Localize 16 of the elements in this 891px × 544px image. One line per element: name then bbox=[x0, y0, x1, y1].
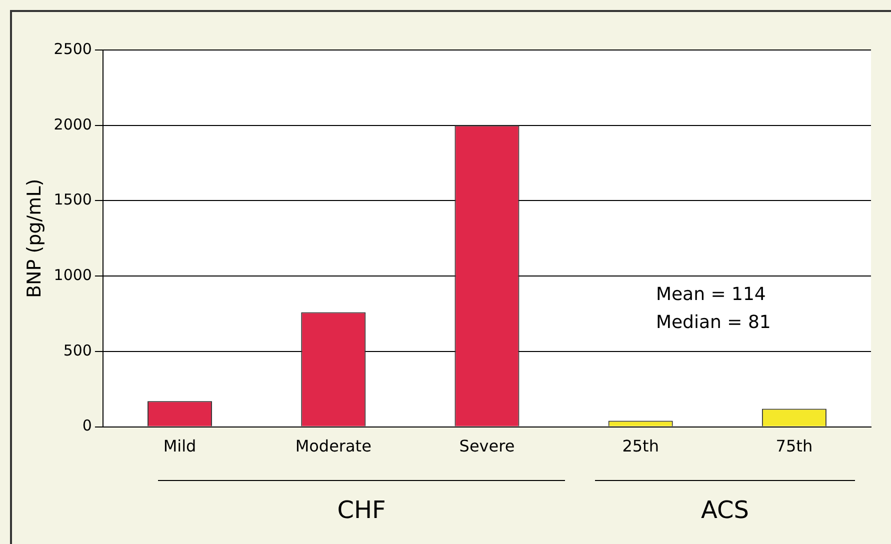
x-tick-label: 25th bbox=[622, 436, 659, 456]
x-tick-label: Mild bbox=[163, 436, 196, 456]
text: CHF bbox=[336, 496, 387, 524]
y-tick-label: 500 bbox=[63, 341, 92, 360]
x-tick-label: Severe bbox=[459, 436, 515, 456]
y-tick-label: 0 bbox=[82, 416, 92, 435]
x-tick-label: Moderate bbox=[295, 436, 372, 456]
y-tick-label: 1000 bbox=[54, 266, 92, 284]
y-tick-label: 1500 bbox=[54, 190, 92, 209]
text: ACS bbox=[700, 496, 750, 524]
y-axis-title: BNP (pg/mL) bbox=[23, 178, 46, 298]
x-tick-label: 75th bbox=[776, 436, 813, 456]
annotation: Median = 81 bbox=[656, 312, 771, 333]
y-tick-label: 2500 bbox=[54, 40, 92, 58]
y-tick-label: 2000 bbox=[54, 115, 92, 134]
annotation: Mean = 114 bbox=[656, 284, 766, 305]
